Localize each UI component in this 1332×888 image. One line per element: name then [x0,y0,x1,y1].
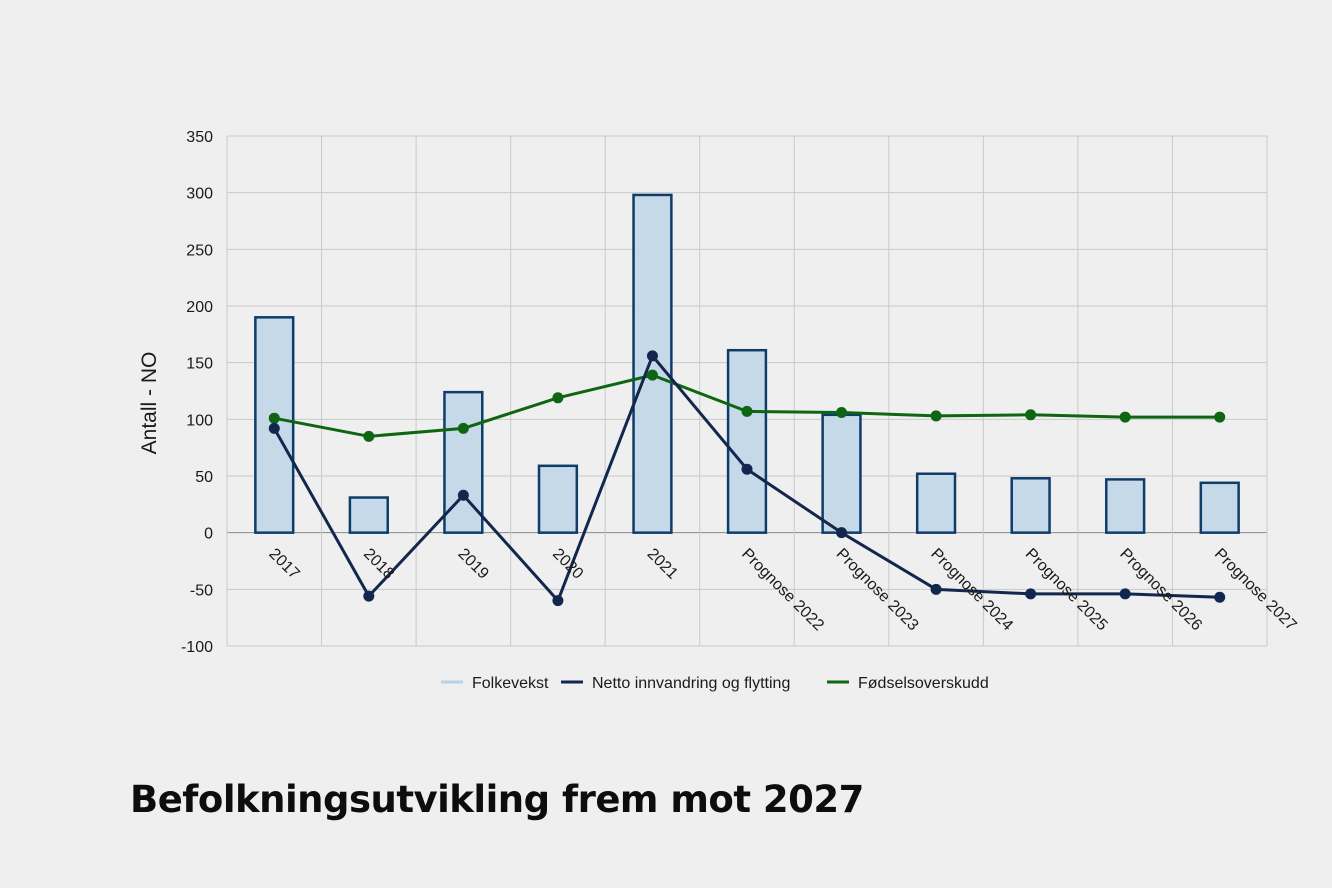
data-point [836,527,848,539]
y-tick-label: 0 [204,526,213,543]
x-tick-label: 2021 [644,545,681,582]
data-point [1214,591,1226,603]
figure-caption: Befolkningsutvikling frem mot 2027 [130,778,864,821]
y-tick-label: 150 [186,356,213,373]
legend-entry: Fødselsoverskudd [858,675,989,692]
bar [632,193,673,534]
bar [1105,478,1146,534]
y-tick-label: 350 [186,129,213,146]
data-point [836,407,848,419]
data-point [646,350,658,362]
y-tick-label: 250 [186,242,213,259]
bar [537,464,579,534]
data-point [930,410,942,422]
x-tick-label: 2019 [455,545,492,582]
x-tick-label: Prognose 2023 [833,545,922,634]
data-point [268,412,280,424]
y-tick-label: 300 [186,186,213,203]
bar [348,496,389,534]
bar [1010,477,1051,534]
y-axis-ticks: 350 300 250 200 150 100 50 0 -50 -100 [181,129,213,656]
bar [821,413,862,534]
x-tick-label: 2018 [360,545,397,582]
y-tick-label: -50 [190,582,213,599]
legend: Folkevekst Netto innvandring og flytting F… [441,675,989,692]
data-point [363,430,375,442]
data-point [268,422,280,434]
x-tick-label: Prognose 2022 [738,545,827,634]
data-point [1119,411,1131,423]
chart: 350 300 250 200 150 100 50 0 -50 -100 2017 2018 201… [138,129,1300,692]
x-axis-ticks: 2017 2018 2019 2020 2021 Prognose 2022 Prognos… [265,545,1299,634]
data-point [1025,588,1037,600]
data-point [930,583,942,595]
legend-entry: Netto innvandring og flytting [592,675,790,692]
data-point [741,405,753,417]
x-tick-label: 2017 [265,545,302,582]
y-tick-label: -100 [181,639,213,656]
x-tick-label: Prognose 2026 [1116,545,1205,634]
data-point [1025,409,1037,421]
data-point [457,489,469,501]
data-point [1214,411,1226,423]
y-tick-label: 200 [186,299,213,316]
y-tick-label: 100 [186,412,213,429]
data-point [1119,588,1131,600]
data-point [552,595,564,607]
bar [915,472,957,534]
bar-series [254,193,1240,534]
bar [1199,481,1240,534]
y-tick-label: 50 [195,469,213,486]
y-axis-label: Antall - NO [138,352,161,455]
x-tick-label: Prognose 2025 [1022,545,1111,634]
data-point [646,369,658,381]
data-point [552,392,564,404]
line-series [268,350,1226,607]
data-point [457,422,469,434]
legend-entry: Folkevekst [472,675,549,692]
data-point [741,463,753,475]
data-point [363,590,375,602]
x-tick-label: Prognose 2027 [1211,545,1300,634]
bar [726,348,768,534]
